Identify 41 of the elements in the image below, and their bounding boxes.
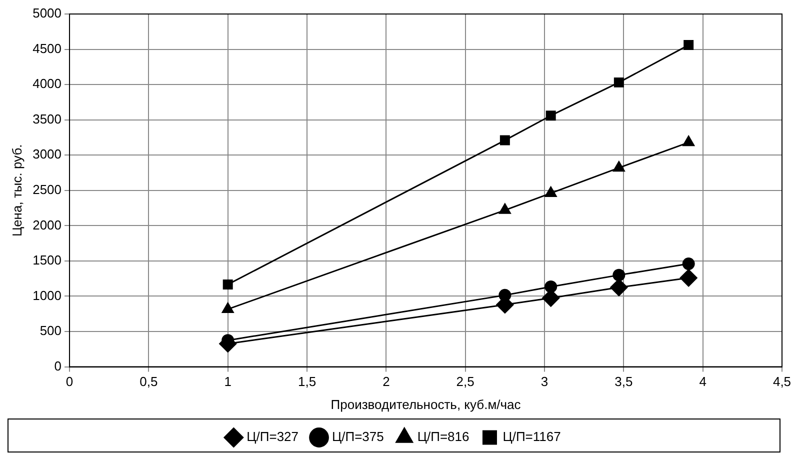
point <box>544 186 557 197</box>
point <box>612 161 625 172</box>
point <box>684 40 694 50</box>
point <box>680 269 698 287</box>
x-tick-label: 3 <box>540 374 548 390</box>
x-tick-label: 2 <box>382 374 390 390</box>
y-tick-label: 1500 <box>32 252 62 268</box>
x-tick-label: 1 <box>224 374 232 390</box>
y-tick-label: 2000 <box>32 217 62 232</box>
y-tick-label: 3000 <box>32 146 62 162</box>
x-tick-label: 2,5 <box>456 374 474 390</box>
y-tick-label: 4000 <box>32 76 62 92</box>
y-tick-label: 5000 <box>32 6 62 21</box>
point <box>544 280 558 293</box>
point <box>222 279 233 290</box>
y-tick-label: 500 <box>40 323 62 338</box>
y-tick-label: 2500 <box>32 182 62 197</box>
x-tick-label: 3,5 <box>614 374 633 390</box>
legend-label: Ц/П=1167 <box>502 429 561 444</box>
point <box>500 135 510 146</box>
x-tick-label: 4 <box>699 374 706 390</box>
point <box>610 278 628 296</box>
point <box>546 110 556 121</box>
y-tick-label: 1000 <box>32 288 62 303</box>
point <box>498 203 511 214</box>
point <box>682 136 695 146</box>
point <box>614 77 624 88</box>
x-tick-label: 0 <box>66 374 74 390</box>
legend-label: Ц/П=816 <box>417 429 470 444</box>
y-tick-label: 0 <box>54 358 62 374</box>
y-tick-label: 4500 <box>32 40 62 56</box>
legend-label: Ц/П=375 <box>332 429 384 444</box>
x-tick-label: 1,5 <box>298 374 316 390</box>
x-tick-label: 4,5 <box>772 374 792 390</box>
y-tick-label: 3500 <box>32 111 62 126</box>
x-axis-title: Производительность, куб.м/час <box>330 396 522 412</box>
point <box>682 258 695 270</box>
point <box>612 268 626 282</box>
y-axis-title: Цена, тыс. руб. <box>9 144 24 237</box>
legend-label: Ц/П=327 <box>246 429 299 444</box>
x-tick-label: 0,5 <box>140 374 158 390</box>
